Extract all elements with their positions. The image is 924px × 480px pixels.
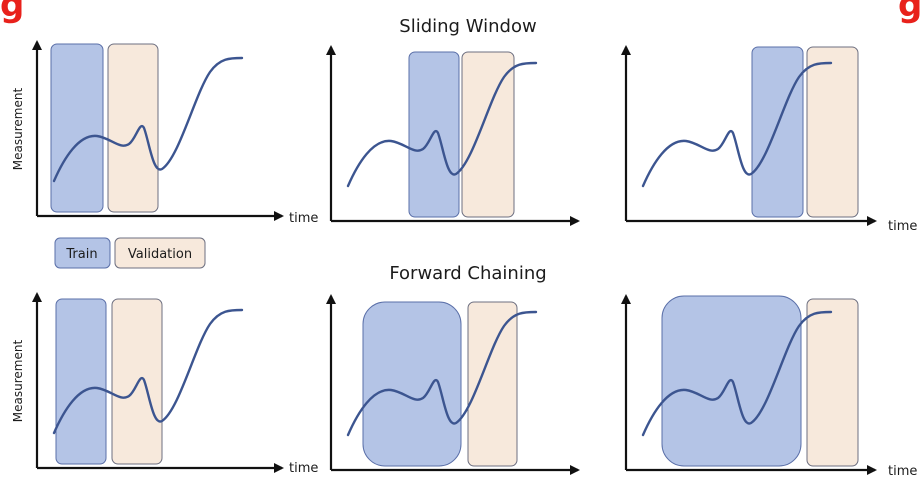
section-title-forward-chaining: Forward Chaining [389,263,546,284]
validation-window [107,43,159,213]
validation-window [467,301,518,467]
panels: Measurement time time Measurement time time [11,40,917,479]
measurement-curve [52,56,244,183]
title-fragment-left: g [0,0,24,25]
panel-fc-2 [326,294,580,475]
validation-window [806,298,859,467]
legend: Train Validation [54,237,206,269]
legend-train-swatch [54,237,111,269]
panel-sw-1: Measurement time [11,40,318,226]
panel-fc-3: time [621,294,917,479]
title-fragment-right: g [898,0,922,25]
panel-fc-1: Measurement time [11,292,318,476]
measurement-curve [346,61,538,188]
train-window [50,43,104,213]
measurement-curve [52,308,244,435]
train-window [751,46,804,218]
panel-sw-2 [326,45,580,226]
panel-sw-3: time [621,45,917,234]
x-axis-label: time [888,219,917,234]
measurement-curve [346,310,538,437]
y-axis-label: Measurement [11,88,25,171]
section-title-sliding-window: Sliding Window [399,16,536,37]
validation-window [111,298,163,465]
measurement-curve [641,310,833,437]
legend-validation-label: Validation [128,247,192,262]
train-window [55,298,107,465]
validation-window [461,51,515,218]
x-axis-label: time [888,464,917,479]
measurement-curve [641,61,833,188]
legend-validation-swatch [114,237,206,269]
validation-window [806,46,859,218]
x-axis-label: time [289,461,318,476]
y-axis-label: Measurement [11,340,25,423]
legend-train-label: Train [65,247,97,262]
x-axis-label: time [289,211,318,226]
train-window [408,51,460,218]
train-window [362,301,462,467]
